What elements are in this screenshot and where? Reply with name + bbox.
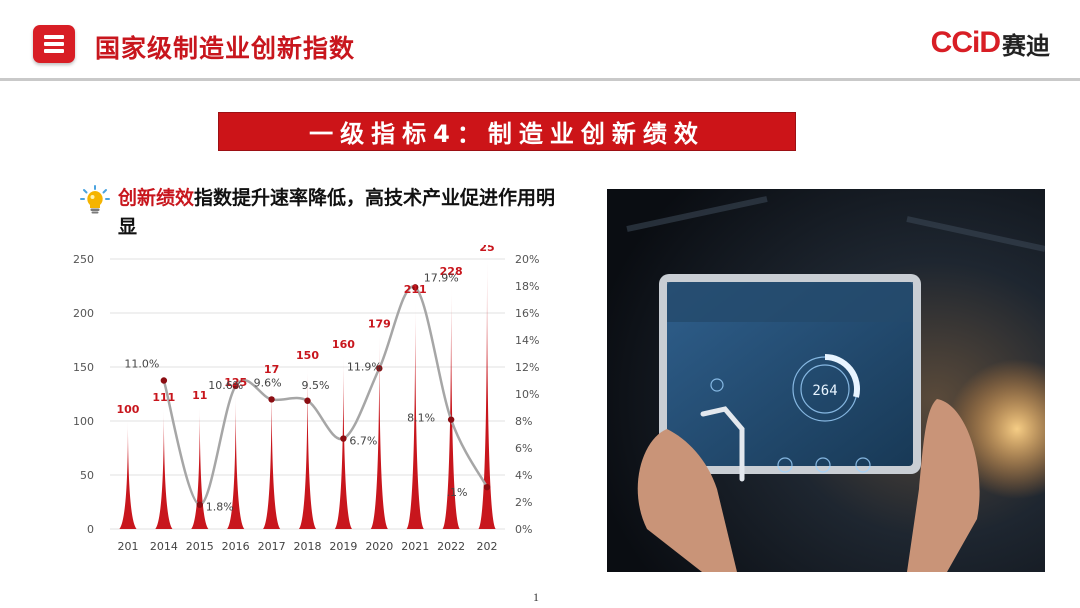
x-tick-label: 2016	[222, 540, 250, 553]
bar-value-label: 125	[224, 376, 247, 389]
bar	[262, 381, 281, 529]
section-icon	[33, 25, 75, 63]
y-left-tick-label: 100	[73, 415, 94, 428]
y-right-tick-label: 8%	[515, 415, 532, 428]
growth-rate-point	[376, 365, 383, 372]
x-tick-label: 2019	[329, 540, 357, 553]
bar-value-label: 228	[440, 265, 463, 278]
bar-value-label: 160	[332, 338, 355, 351]
slide-header: 国家级制造业创新指数 CCiD 赛迪	[0, 0, 1080, 84]
bar-value-label: 11	[192, 389, 207, 402]
y-right-tick-label: 12%	[515, 361, 539, 374]
bar	[442, 282, 460, 529]
bar	[298, 367, 317, 529]
bar-value-label: 179	[368, 318, 391, 331]
growth-rate-point	[340, 435, 347, 442]
bar-value-label: 211	[404, 283, 427, 296]
section-banner: 一级指标4：制造业创新绩效	[218, 112, 796, 151]
y-left-tick-label: 50	[80, 469, 94, 482]
y-right-tick-label: 14%	[515, 334, 539, 347]
brand-logo-en: CCiD	[930, 26, 1001, 59]
brand-logo: CCiD 赛迪	[930, 26, 1050, 60]
y-left-tick-label: 200	[73, 307, 94, 320]
y-right-tick-label: 16%	[515, 307, 539, 320]
y-right-tick-label: 20%	[515, 253, 539, 266]
growth-rate-label: .1%	[447, 486, 468, 499]
lightbulb-icon	[80, 185, 110, 214]
x-tick-label: 201	[117, 540, 138, 553]
growth-rate-point	[268, 396, 275, 403]
bar	[227, 394, 245, 529]
page-title: 国家级制造业创新指数	[95, 34, 356, 63]
bar-value-label: 17	[264, 363, 279, 376]
growth-rate-point	[483, 483, 491, 491]
growth-rate-label: 9.6%	[254, 376, 282, 389]
bar	[370, 335, 388, 529]
x-tick-label: 2020	[365, 540, 393, 553]
x-tick-label: 2015	[186, 540, 214, 553]
bar	[334, 356, 353, 529]
innovation-index-chart: 0 50 100 150 200 250 0% 2% 4% 6% 8% 10% 12% 14% 16% 18%…	[73, 245, 539, 553]
x-tick-label: 2021	[401, 540, 429, 553]
x-tick-label: 202	[477, 540, 498, 553]
growth-rate-point	[304, 397, 311, 404]
bar	[478, 259, 496, 529]
y-right-tick-label: 0%	[515, 523, 532, 536]
x-tick-label: 2014	[150, 540, 178, 553]
brand-logo-cn: 赛迪	[1002, 31, 1050, 60]
header-divider	[0, 78, 1080, 81]
bar	[406, 301, 424, 529]
growth-rate-point	[412, 284, 419, 291]
growth-rate-label: 6.7%	[349, 435, 377, 448]
bar-value-label: 111	[152, 391, 175, 404]
y-right-tick-label: 6%	[515, 442, 532, 455]
x-tick-label: 2022	[437, 540, 465, 553]
growth-rate-point	[160, 377, 168, 384]
bar-value-label: 100	[116, 403, 139, 416]
chart-headline: 创新绩效指数提升速率降低，高技术产业促进作用明显	[118, 184, 558, 242]
bar-value-label: 25	[479, 245, 494, 254]
x-tick-label: 2018	[294, 540, 322, 553]
bar-value-label: 150	[296, 349, 319, 362]
y-left-tick-label: 250	[73, 253, 94, 266]
headline-highlight: 创新绩效	[118, 187, 195, 209]
y-right-tick-label: 10%	[515, 388, 539, 401]
banner-text: 一级指标4：制造业创新绩效	[309, 120, 705, 148]
growth-rate-label: 11.0%	[124, 358, 159, 371]
growth-rate-point	[232, 382, 239, 390]
x-tick-label: 2017	[258, 540, 286, 553]
y-left-tick-label: 150	[73, 361, 94, 374]
headline-text: 指数提升速率降低，高技术产业促进作用明显	[118, 187, 556, 238]
growth-rate-label: 8.1%	[407, 412, 435, 425]
growth-rate-line	[162, 285, 489, 506]
growth-rate-point	[196, 501, 203, 508]
tablet-hands-photo: 264	[607, 189, 1045, 572]
growth-rate-label: 1.8%	[206, 501, 234, 514]
bar	[155, 409, 173, 529]
bar	[191, 406, 209, 529]
y-right-tick-label: 4%	[515, 469, 532, 482]
svg-text:264: 264	[812, 383, 837, 399]
page-number: 1	[533, 590, 539, 604]
growth-rate-label: 10.6%	[208, 379, 243, 392]
growth-rate-point	[447, 416, 455, 423]
growth-rate-label: 9.5%	[302, 379, 330, 392]
y-right-tick-label: 2%	[515, 496, 532, 509]
growth-rate-label: 17.9%	[424, 271, 459, 284]
growth-rate-label: 11.9%	[347, 360, 382, 373]
y-right-tick-label: 18%	[515, 280, 539, 293]
bar	[119, 421, 137, 529]
y-left-tick-label: 0	[87, 523, 94, 536]
